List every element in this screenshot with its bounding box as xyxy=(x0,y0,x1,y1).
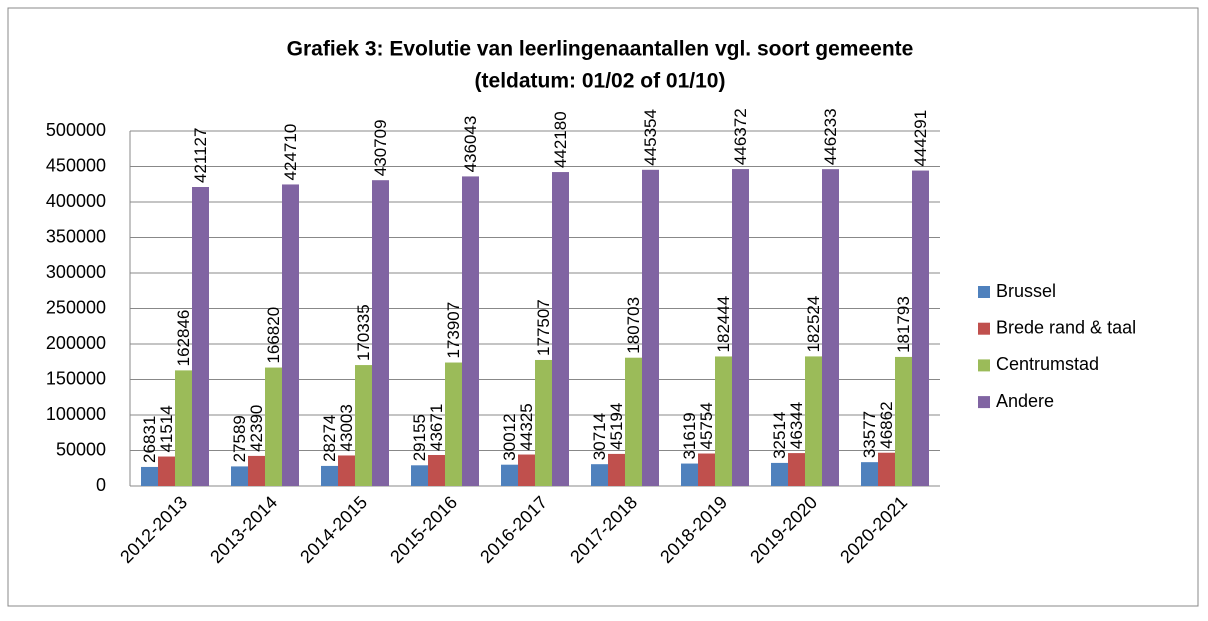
data-label: 181793 xyxy=(894,296,913,353)
data-label: 31619 xyxy=(680,412,699,459)
data-label: 446372 xyxy=(731,108,750,165)
data-label: 442180 xyxy=(551,111,570,168)
y-tick-label: 0 xyxy=(96,475,106,495)
y-tick-label: 500000 xyxy=(46,120,106,140)
bar xyxy=(822,169,839,487)
data-label: 430709 xyxy=(371,119,390,176)
data-label: 32514 xyxy=(770,412,789,459)
data-label: 166820 xyxy=(264,307,283,364)
bar xyxy=(535,359,552,486)
bar xyxy=(141,466,158,486)
bar xyxy=(861,462,878,486)
legend-swatch xyxy=(978,396,990,409)
data-label: 424710 xyxy=(281,124,300,181)
data-label: 46344 xyxy=(787,402,806,449)
data-label: 41514 xyxy=(157,405,176,452)
legend-label: Brussel xyxy=(996,281,1056,301)
data-label: 33577 xyxy=(860,411,879,458)
data-label: 421127 xyxy=(191,128,210,183)
bar xyxy=(698,453,715,486)
data-label: 182524 xyxy=(804,296,823,353)
bar xyxy=(895,356,912,486)
bar xyxy=(771,462,788,486)
data-label: 28274 xyxy=(320,415,339,462)
data-label: 29155 xyxy=(410,414,429,461)
bar xyxy=(355,365,372,486)
legend-swatch xyxy=(978,322,990,335)
data-label: 180703 xyxy=(624,297,643,354)
bar xyxy=(805,356,822,486)
legend-label: Andere xyxy=(996,391,1054,411)
bar xyxy=(878,452,895,486)
y-tick-label: 150000 xyxy=(46,368,106,388)
bar xyxy=(282,184,299,486)
chart-subtitle: (teldatum: 01/02 of 01/10) xyxy=(475,70,726,93)
data-label: 43671 xyxy=(427,404,446,451)
y-tick-label: 450000 xyxy=(46,155,106,175)
data-label: 436043 xyxy=(461,116,480,173)
bar xyxy=(158,456,175,486)
legend-swatch xyxy=(978,286,990,298)
y-tick-label: 50000 xyxy=(56,439,106,459)
data-label: 42390 xyxy=(247,405,266,452)
bar xyxy=(192,186,209,487)
bar xyxy=(625,357,642,486)
y-tick-label: 100000 xyxy=(46,404,106,424)
y-tick-label: 200000 xyxy=(46,333,106,353)
y-tick-label: 400000 xyxy=(46,191,106,211)
bar xyxy=(411,465,428,486)
bar xyxy=(912,170,929,486)
data-label: 173907 xyxy=(444,302,463,359)
data-label: 170335 xyxy=(354,304,373,361)
bar xyxy=(681,463,698,486)
y-tick-label: 300000 xyxy=(46,262,106,282)
bar xyxy=(175,370,192,486)
bar xyxy=(445,362,462,486)
bar xyxy=(608,453,625,486)
data-label: 30012 xyxy=(500,413,519,460)
data-label: 30714 xyxy=(590,413,609,460)
data-label: 444291 xyxy=(911,110,930,167)
bar xyxy=(518,454,535,486)
bar xyxy=(265,367,282,486)
data-label: 43003 xyxy=(337,404,356,451)
legend-swatch xyxy=(978,359,990,372)
bar xyxy=(642,169,659,487)
data-label: 44325 xyxy=(517,403,536,450)
bar xyxy=(501,464,518,486)
y-tick-label: 250000 xyxy=(46,297,106,317)
data-label: 182444 xyxy=(714,296,733,353)
bar xyxy=(248,455,265,486)
bar xyxy=(552,172,569,487)
data-label: 177507 xyxy=(534,299,553,356)
data-label: 45194 xyxy=(607,403,626,450)
legend-label: Centrumstad xyxy=(996,354,1099,374)
data-label: 45754 xyxy=(697,402,716,449)
bar xyxy=(372,180,389,487)
bar xyxy=(788,453,805,486)
data-label: 26831 xyxy=(140,416,159,463)
bar xyxy=(462,176,479,486)
bar xyxy=(715,356,732,486)
bar xyxy=(338,455,355,486)
data-label: 445354 xyxy=(641,109,660,166)
bar xyxy=(428,454,445,486)
chart-title: Grafiek 3: Evolutie van leerlingenaantal… xyxy=(287,38,914,61)
legend-label: Brede rand & taal xyxy=(996,317,1136,337)
data-label: 46862 xyxy=(877,401,896,448)
data-label: 162846 xyxy=(174,310,193,367)
data-label: 446233 xyxy=(821,108,840,165)
bar xyxy=(732,169,749,487)
bar xyxy=(231,466,248,486)
bar xyxy=(591,464,608,486)
data-label: 27589 xyxy=(230,415,249,462)
bar xyxy=(321,465,338,486)
y-tick-label: 350000 xyxy=(46,226,106,246)
